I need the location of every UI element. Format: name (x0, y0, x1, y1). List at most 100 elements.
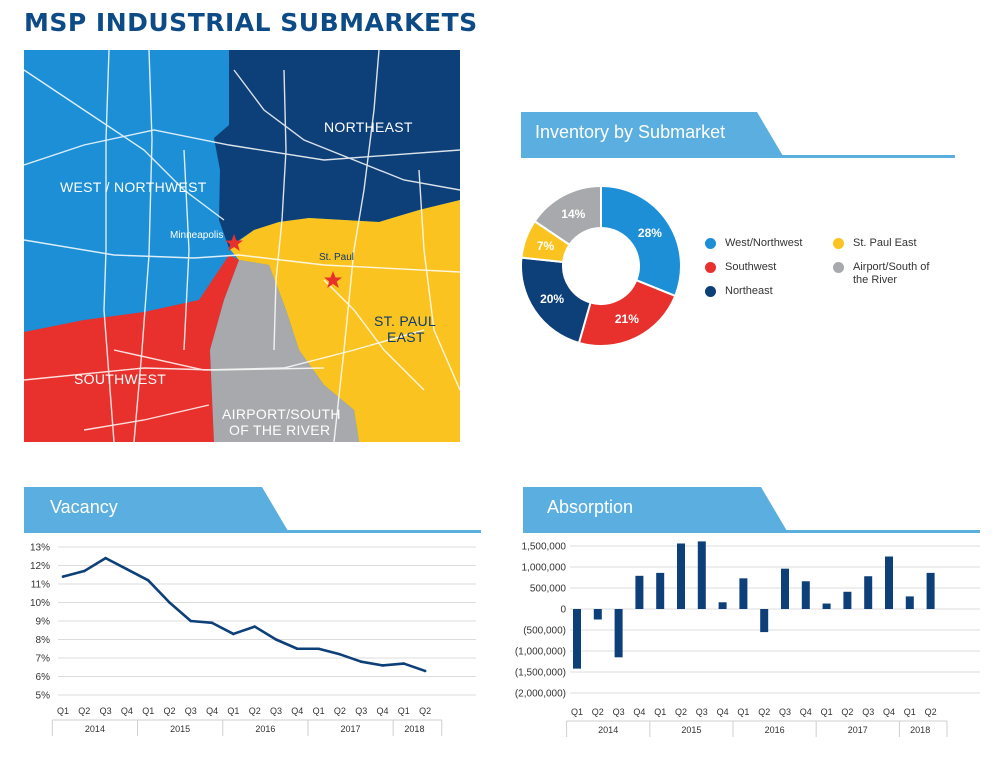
legend-label: St. Paul East (853, 237, 917, 249)
map-label-st-paul-east-line1: ST. PAUL (374, 313, 437, 329)
x-tick-label: Q1 (654, 707, 666, 717)
y-tick-label: 1,500,000 (522, 542, 567, 553)
x-tick-label: Q4 (717, 707, 729, 717)
x-tick-label: Q4 (376, 706, 388, 716)
x-tick-label: Q1 (398, 706, 410, 716)
vacancy-banner-title: Vacancy (50, 497, 118, 517)
donut-slice-0 (600, 184, 682, 298)
vacancy-point (296, 647, 299, 651)
y-tick-label: (500,000) (523, 626, 566, 637)
x-tick-label: Q2 (758, 707, 770, 717)
vacancy-point (83, 569, 86, 573)
legend-label-airport: Airport/South of the River (853, 261, 929, 287)
vacancy-line-chart: 13% 12% 11% 10% 9% 8% 7% 6% 5% Q1 Q2 Q3 Q4 Q1 Q2 Q3 Q4 Q1… (0, 535, 490, 775)
absorption-bar (801, 581, 810, 609)
x-tick-label: Q1 (821, 707, 833, 717)
x-tick-label: Q2 (163, 706, 175, 716)
st-paul-star-icon (324, 271, 342, 288)
map-label-airport-line2: OF THE RIVER (229, 422, 331, 438)
absorption-bar (614, 609, 623, 658)
vacancy-point (402, 662, 406, 665)
absorption-bar (656, 572, 665, 609)
map-label-northeast: NORTHEAST (324, 119, 413, 135)
legend-label: Southwest (725, 261, 777, 273)
x-tick-label: Q4 (206, 706, 218, 716)
x-tick-label: Q2 (675, 707, 687, 717)
y-tick-label: 6% (36, 672, 51, 683)
x-tick-label: Q4 (800, 707, 812, 717)
absorption-bar (781, 568, 789, 609)
absorption-bar (905, 596, 914, 609)
vacancy-point (125, 567, 129, 571)
y-tick-label: 10% (30, 598, 50, 609)
map-region-airport (210, 260, 359, 442)
absorption-bar (573, 609, 581, 669)
x-tick-label: Q1 (904, 707, 916, 717)
absorption-bar (635, 575, 644, 609)
x-tick-label: Q2 (592, 707, 604, 717)
absorption-bar-chart: 1,500,000 1,000,000 500,000 0 (500,000) (1,00… (500, 535, 1000, 775)
absorption-banner-title: Absorption (547, 497, 634, 517)
legend-item-southwest: Southwest (705, 261, 776, 274)
legend-label-line2: the River (853, 274, 898, 286)
inventory-banner: Inventory by Submarket (521, 112, 955, 158)
map-label-southwest: SOUTHWEST (74, 371, 167, 387)
x-tick-label: Q2 (249, 706, 261, 716)
legend-dot-icon (833, 262, 844, 273)
donut-slice-4 (533, 184, 602, 247)
absorption-bar (885, 556, 893, 609)
inventory-donut-chart: 28% 21% 20% 7% 14% (520, 184, 682, 347)
legend-item-west-northwest: West/Northwest (705, 237, 802, 250)
y-tick-label: 8% (36, 635, 51, 646)
year-label: 2016 (765, 725, 785, 735)
absorption-bar (822, 603, 831, 609)
absorption-bar (926, 572, 935, 609)
y-tick-label: 1,000,000 (522, 563, 567, 574)
inventory-legend: West/Northwest Southwest Northeast St. P… (705, 234, 965, 297)
vacancy-point (104, 556, 107, 560)
donut-label-3: 7% (537, 239, 555, 253)
donut-label-1: 21% (615, 312, 639, 326)
map-label-airport-line1: AIRPORT/SOUTH (222, 406, 341, 422)
y-tick-label: 0 (560, 605, 566, 616)
absorption-bar (843, 591, 852, 609)
x-tick-label: Q2 (841, 707, 853, 717)
legend-label: Northeast (725, 285, 773, 297)
vacancy-point (317, 647, 320, 651)
x-tick-label: Q2 (419, 706, 431, 716)
page-title: MSP INDUSTRIAL SUBMARKETS (24, 8, 478, 37)
vacancy-point (423, 669, 427, 673)
year-label: 2014 (598, 725, 618, 735)
x-tick-label: Q3 (613, 707, 625, 717)
vacancy-point (232, 632, 235, 636)
donut-label-4: 14% (561, 207, 585, 221)
y-tick-label: 13% (30, 543, 50, 554)
x-tick-label: Q3 (696, 707, 708, 717)
x-tick-label: Q1 (571, 707, 583, 717)
vacancy-point (338, 653, 342, 656)
x-tick-label: Q4 (121, 706, 133, 716)
x-tick-label: Q2 (925, 707, 937, 717)
map-label-minneapolis: Minneapolis (170, 230, 224, 241)
x-tick-label: Q1 (57, 706, 69, 716)
legend-dot-icon (705, 286, 716, 297)
legend-dot-icon (705, 238, 716, 249)
year-label: 2018 (404, 724, 424, 734)
y-tick-label: 9% (36, 617, 51, 628)
donut-label-2: 20% (540, 292, 564, 306)
x-tick-label: Q3 (270, 706, 282, 716)
map-label-st-paul: St. Paul (319, 252, 355, 263)
year-label: 2014 (85, 724, 105, 734)
year-label: 2017 (848, 725, 868, 735)
legend-item-st-paul-east: St. Paul East (833, 237, 917, 250)
vacancy-point (359, 660, 363, 663)
x-tick-label: Q2 (334, 706, 346, 716)
vacancy-point (210, 621, 214, 625)
x-tick-label: Q1 (227, 706, 239, 716)
minneapolis-star-icon (225, 234, 243, 251)
map-label-st-paul-east-line2: EAST (387, 329, 425, 345)
x-tick-label: Q3 (862, 707, 874, 717)
vacancy-point (189, 619, 193, 623)
y-tick-label: 12% (30, 561, 50, 572)
x-tick-label: Q4 (291, 706, 303, 716)
